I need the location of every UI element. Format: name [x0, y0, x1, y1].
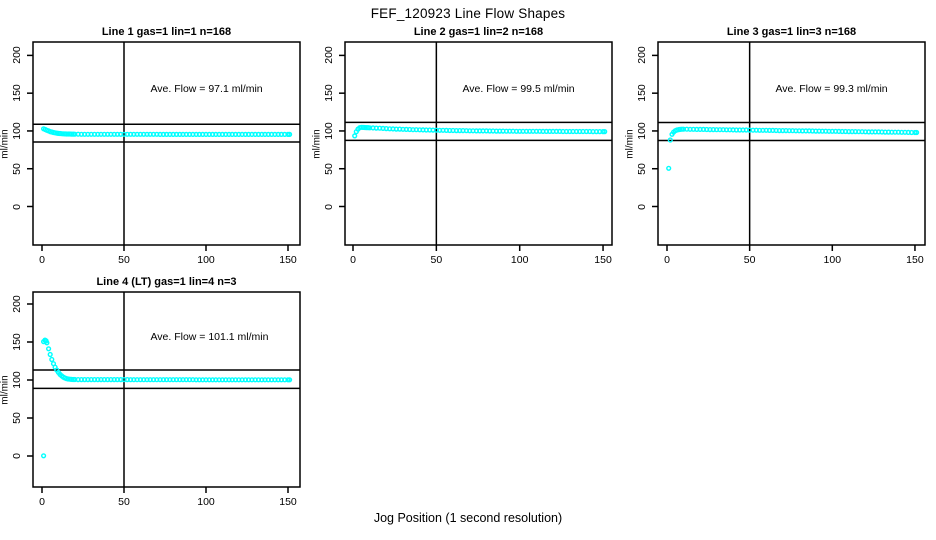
y-tick-label: 100: [636, 122, 648, 140]
x-tick-label: 0: [39, 496, 45, 508]
panel-title: Line 1 gas=1 lin=1 n=168: [101, 26, 232, 38]
y-tick-label: 0: [11, 203, 23, 210]
x-tick-label: 150: [906, 254, 924, 266]
ave-flow-label: Ave. Flow = 99.3 ml/min: [775, 82, 888, 95]
x-tick-label: 50: [430, 254, 443, 266]
y-tick-label: 50: [11, 412, 23, 424]
panel-1-plot: [27, 41, 301, 251]
y-tick-label: 200: [323, 46, 335, 65]
y-tick-label: 100: [323, 122, 335, 140]
y-axis-label: ml/min: [0, 374, 11, 405]
ave-flow-label: Ave. Flow = 101.1 ml/min: [150, 331, 269, 343]
x-tick-label: 100: [510, 254, 529, 266]
y-tick-label: 100: [11, 122, 23, 140]
panel-title: Line 3 gas=1 lin=3 n=168: [726, 26, 857, 38]
data-points: [352, 124, 608, 139]
panel-4-plot: [27, 291, 301, 493]
y-tick-label: 150: [11, 333, 23, 351]
y-tick-label: 150: [636, 84, 648, 102]
y-tick-label: 0: [636, 203, 648, 210]
x-tick-label: 100: [197, 496, 215, 508]
x-tick-label: 150: [279, 254, 297, 266]
plot-box: [344, 41, 613, 246]
data-points: [40, 337, 293, 459]
x-tick-label: 100: [197, 254, 215, 266]
y-tick-label: 150: [323, 84, 335, 102]
y-tick-label: 50: [323, 162, 335, 175]
x-tick-label: 100: [823, 254, 842, 266]
plot-box: [32, 41, 301, 246]
data-points: [40, 126, 293, 137]
x-tick-label: 150: [594, 254, 612, 266]
y-tick-label: 50: [11, 162, 23, 175]
x-tick-label: 50: [118, 254, 130, 266]
x-axis-label: Jog Position (1 second resolution): [373, 511, 563, 525]
y-axis-label: ml/min: [624, 128, 636, 159]
x-tick-label: 50: [743, 254, 756, 266]
y-tick-label: 150: [11, 84, 23, 102]
y-axis-label: ml/min: [311, 128, 323, 159]
y-tick-label: 100: [11, 371, 23, 389]
panel-3-plot: [652, 41, 926, 251]
x-tick-label: 0: [39, 254, 45, 266]
x-tick-label: 50: [118, 496, 130, 508]
y-tick-label: 200: [11, 295, 23, 313]
data-points: [666, 126, 920, 171]
panel-title: Line 4 (LT) gas=1 lin=4 n=3: [96, 276, 237, 288]
y-axis-label: ml/min: [0, 128, 11, 159]
plot-box: [657, 41, 926, 246]
page-title: FEF_120923 Line Flow Shapes: [370, 6, 566, 21]
y-tick-label: 50: [636, 162, 648, 175]
x-tick-label: 150: [279, 496, 297, 508]
panel-title: Line 2 gas=1 lin=2 n=168: [413, 26, 544, 38]
x-tick-label: 0: [350, 254, 356, 266]
ave-flow-label: Ave. Flow = 99.5 ml/min: [462, 82, 575, 95]
panel-2-plot: [339, 41, 613, 251]
ave-flow-label: Ave. Flow = 97.1 ml/min: [150, 82, 263, 95]
y-tick-label: 0: [11, 453, 23, 459]
y-tick-label: 200: [636, 46, 648, 65]
x-tick-label: 0: [664, 254, 670, 266]
plot-box: [32, 291, 301, 488]
y-tick-label: 200: [11, 46, 23, 65]
y-tick-label: 0: [323, 203, 335, 210]
